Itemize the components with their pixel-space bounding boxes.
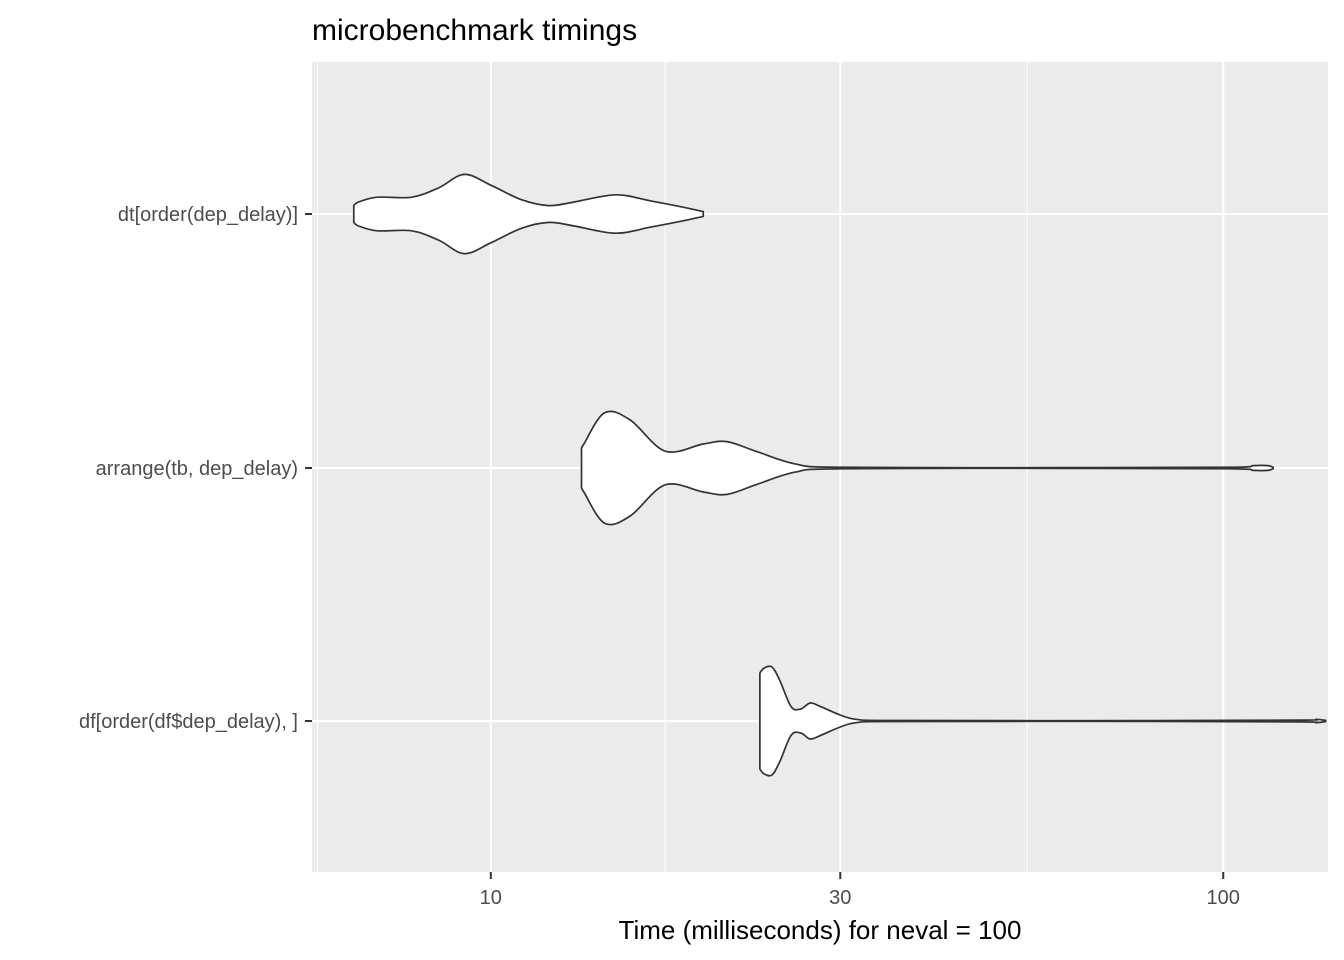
y-tick-label: arrange(tb, dep_delay) (96, 458, 298, 480)
x-axis-title: Time (milliseconds) for neval = 100 (619, 915, 1022, 945)
x-tick-label: 30 (829, 887, 851, 909)
chart-title: microbenchmark timings (312, 14, 637, 47)
violins (352, 173, 1327, 777)
violin-3 (759, 665, 1327, 777)
x-tick-label: 10 (480, 887, 502, 909)
x-axis: 10 30 100 (480, 872, 1240, 909)
violin-2 (580, 410, 1275, 526)
violin-1 (352, 173, 705, 255)
y-tick-label: df[order(df$dep_delay), ] (79, 711, 298, 733)
y-axis: dt[order(dep_delay)] arrange(tb, dep_dela… (79, 204, 312, 733)
x-tick-label: 100 (1207, 887, 1240, 909)
y-tick-label: dt[order(dep_delay)] (118, 204, 298, 226)
